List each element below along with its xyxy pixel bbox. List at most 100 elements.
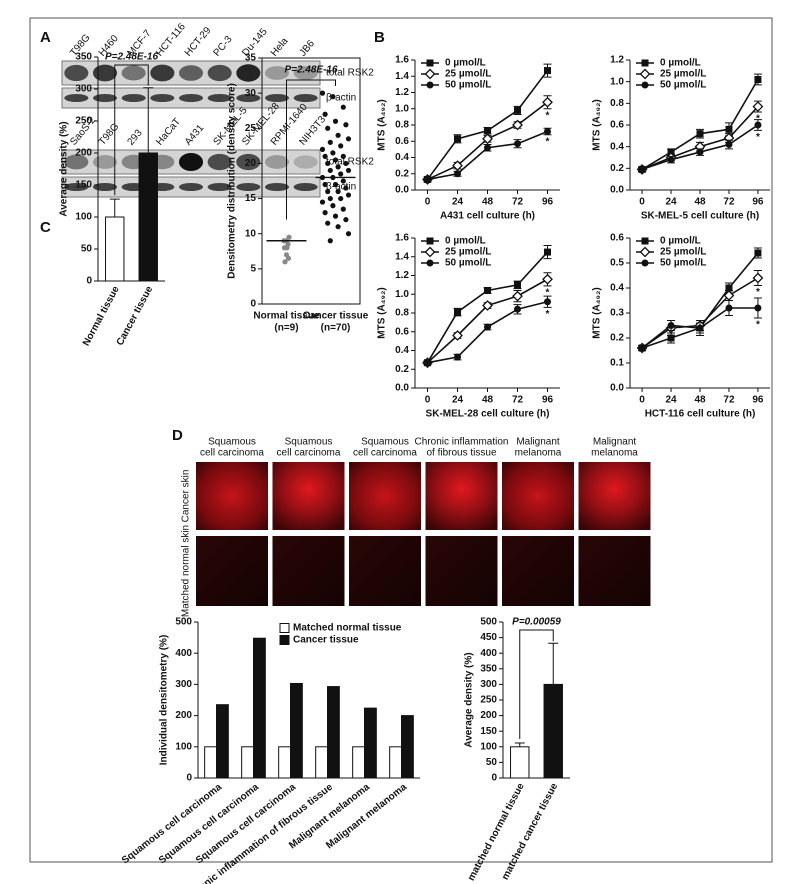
y-tick-label: 0.6 (395, 136, 409, 147)
bar (543, 683, 563, 779)
legend-label: 0 µmol/L (660, 236, 701, 247)
legend-label: 50 µmol/L (660, 80, 706, 91)
point (325, 220, 331, 226)
point (338, 143, 344, 149)
significance-bracket (114, 64, 149, 196)
y-tick-label: 0.0 (610, 383, 624, 394)
point (332, 118, 339, 124)
marker (514, 305, 521, 313)
marker (696, 148, 704, 156)
y-tick-label: 1.2 (395, 270, 409, 281)
blot-band (178, 183, 204, 191)
x-axis-label: SK-MEL-28 cell culture (h) (426, 409, 550, 420)
legend-label: 0 µmol/L (445, 236, 486, 247)
p-value: P=2.48E-16 (284, 65, 338, 76)
y-tick-label: 1.6 (395, 233, 409, 244)
y-tick-label: 0 (86, 276, 92, 287)
micrograph (272, 462, 345, 530)
x-tick-label: 96 (542, 395, 554, 406)
y-tick-label: 300 (75, 84, 92, 95)
legend-marker (639, 68, 651, 80)
point (335, 132, 341, 138)
blot-band (121, 65, 146, 81)
y-tick-label: 0 (491, 773, 497, 784)
y-tick-label: 100 (75, 212, 92, 223)
y-tick-label: 0.6 (610, 233, 624, 244)
bar (364, 707, 377, 779)
p-value: P=2.48E-16 (105, 52, 159, 63)
point (284, 245, 290, 251)
column-title: Chronic inflammation (415, 437, 509, 448)
marker (514, 281, 521, 289)
x-tick-label: 24 (452, 197, 464, 208)
blot-band (178, 94, 204, 102)
significance-bracket (286, 79, 336, 220)
bar (216, 704, 229, 779)
y-tick-label: 50 (81, 244, 93, 255)
legend-label: 25 µmol/L (660, 69, 706, 80)
column-title: cell carcinoma (200, 448, 264, 459)
blot-band (293, 183, 318, 191)
y-axis-label: Average density (%) (464, 652, 475, 747)
y-tick-label: 450 (480, 632, 497, 643)
blot-band (236, 94, 261, 102)
point (330, 150, 336, 156)
blot-band (236, 64, 261, 82)
blot-band (264, 94, 290, 102)
marker (667, 334, 675, 342)
blot-band (178, 153, 204, 171)
x-tick-label: 72 (512, 197, 524, 208)
y-tick-label: 0.8 (395, 308, 409, 319)
legend-label: 25 µmol/L (445, 69, 491, 80)
x-axis-label: SK-MEL-5 cell culture (h) (641, 211, 759, 222)
legend-label: Cancer tissue (293, 635, 359, 646)
point (345, 136, 352, 142)
marker (452, 330, 463, 341)
marker (754, 304, 762, 312)
lane-label: PC-3 (212, 34, 235, 59)
marker (752, 272, 764, 284)
point (327, 238, 333, 244)
band-label: total RSK2 (326, 68, 374, 79)
blot-band (64, 94, 89, 102)
y-tick-label: 1.0 (610, 76, 624, 87)
blot-band (207, 183, 232, 191)
y-axis-label: MTS (A₄₉₂) (377, 287, 388, 338)
column-title: of fibrous tissue (426, 448, 496, 459)
marker (484, 287, 491, 294)
legend-marker (639, 246, 651, 258)
x-tick-label: 48 (482, 395, 494, 406)
bar (510, 746, 530, 779)
point (332, 213, 339, 219)
x-tick-sublabel: (n=70) (321, 323, 351, 334)
point (330, 203, 336, 209)
column-title: Squamous (361, 437, 409, 448)
point (325, 188, 331, 195)
significance-mark: * (546, 287, 550, 298)
marker (484, 127, 491, 135)
lane-label: HCT-116 (154, 21, 188, 58)
point (332, 157, 339, 163)
x-tick-label: 48 (482, 197, 494, 208)
blot-band (236, 183, 261, 191)
lane-label: JB6 (298, 38, 318, 59)
bar (138, 152, 158, 282)
legend-label: Matched normal tissue (293, 623, 402, 634)
y-tick-label: 15 (245, 193, 257, 204)
point (345, 192, 352, 198)
error-bar (514, 742, 525, 747)
row-label: Matched normal skin (181, 525, 192, 617)
point (332, 181, 339, 188)
significance-bracket (519, 629, 554, 740)
marker (484, 323, 491, 331)
blot-band (150, 64, 175, 82)
column-title: melanoma (515, 448, 562, 459)
point (335, 164, 341, 170)
error-bar (548, 642, 559, 685)
blot-band (92, 183, 118, 191)
y-tick-label: 0.2 (610, 163, 624, 174)
band-label: β-actin (326, 93, 356, 104)
y-axis-label: MTS (A₄₉₂) (377, 99, 388, 150)
point (343, 185, 349, 191)
point (338, 195, 344, 202)
